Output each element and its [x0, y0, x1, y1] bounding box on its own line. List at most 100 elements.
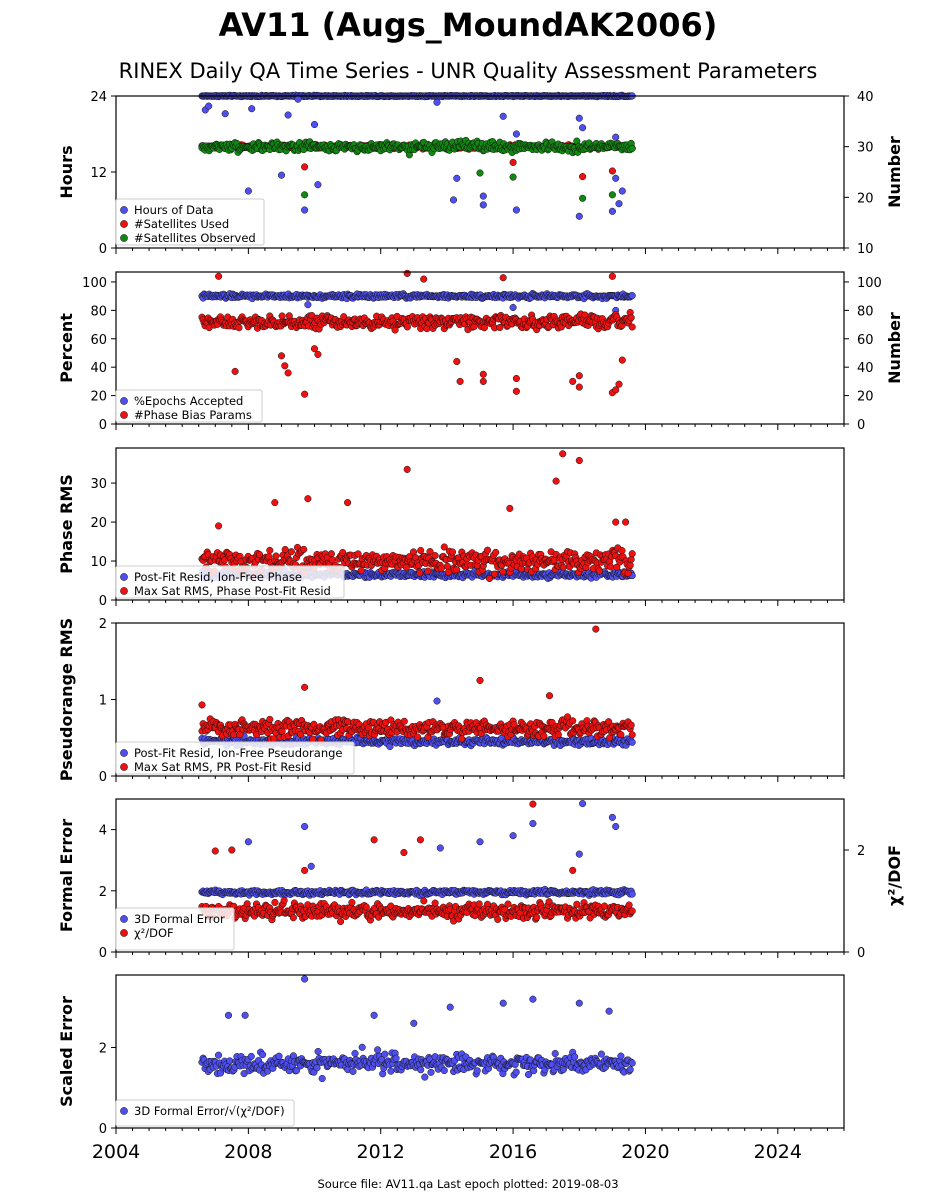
data-point	[569, 717, 577, 725]
outlier-point	[612, 822, 620, 831]
outlier-point	[304, 301, 312, 309]
outlier-point	[301, 822, 309, 831]
outlier-point	[314, 181, 322, 189]
y-tick-label: 40	[90, 361, 107, 376]
y-tick-label: 20	[90, 390, 107, 405]
outlier-point	[592, 625, 600, 633]
legend-label: #Phase Bias Params	[134, 408, 252, 422]
data-point	[624, 569, 632, 577]
outlier-point	[579, 800, 587, 808]
outlier-point	[499, 112, 507, 120]
outlier-point	[403, 465, 411, 473]
series-1-3	[198, 136, 636, 202]
outlier-point	[612, 518, 620, 526]
data-point	[559, 563, 567, 571]
data-point	[628, 731, 636, 739]
data-point	[499, 568, 507, 576]
outlier-point	[314, 350, 322, 358]
outlier-point	[575, 850, 583, 858]
outlier-point	[615, 200, 623, 208]
data-point	[625, 901, 633, 909]
outlier-point	[301, 866, 309, 874]
outlier-point	[506, 504, 514, 512]
outlier-point	[277, 352, 286, 360]
data-point	[458, 735, 466, 743]
data-point	[230, 731, 238, 739]
outlier-point	[211, 847, 219, 855]
outlier-point	[575, 383, 583, 391]
data-point	[628, 907, 636, 915]
figure-title: AV11 (Augs_MoundAK2006)	[219, 6, 718, 44]
legend-label: Hours of Data	[134, 203, 214, 217]
outlier-point	[608, 813, 616, 821]
data-point	[618, 547, 626, 555]
data-point	[337, 917, 345, 926]
data-point	[400, 717, 408, 725]
data-point	[420, 897, 428, 905]
series-2-2	[198, 269, 636, 398]
series-3-2	[198, 450, 636, 583]
outlier-point	[456, 377, 464, 385]
outlier-point	[228, 846, 236, 854]
outlier-point	[499, 274, 507, 282]
figure-subtitle: RINEX Daily QA Time Series - UNR Quality…	[119, 59, 818, 83]
outlier-point	[618, 356, 626, 364]
outlier-point	[284, 111, 292, 119]
outlier-point	[479, 377, 487, 385]
data-point	[533, 913, 541, 921]
data-point	[504, 900, 512, 908]
outlier-point	[301, 390, 309, 398]
data-point	[627, 314, 635, 322]
y-tick-right-label: 40	[857, 90, 874, 105]
outlier-point	[529, 819, 537, 828]
outlier-point	[575, 456, 583, 465]
legend-marker	[120, 206, 128, 214]
outlier-point	[453, 357, 461, 366]
outlier-point	[215, 272, 223, 280]
outlier-point	[575, 114, 583, 122]
outlier-point	[512, 387, 520, 395]
data-point	[628, 323, 636, 331]
data-point	[287, 548, 295, 556]
y-tick-label: 12	[90, 166, 107, 181]
outlier-point	[608, 272, 616, 280]
data-point	[453, 566, 461, 574]
legend-label: Max Sat RMS, PR Post-Fit Resid	[134, 760, 311, 774]
outlier-point	[579, 194, 587, 202]
legend-marker	[120, 220, 128, 228]
outlier-point	[575, 212, 583, 220]
outlier-point	[304, 495, 312, 503]
outlier-point	[615, 380, 623, 388]
data-point	[443, 562, 451, 570]
outlier-point	[479, 201, 487, 209]
y-tick-right-label: 100	[857, 276, 882, 291]
legend-marker	[120, 587, 128, 595]
data-point	[626, 561, 634, 569]
data-point	[431, 552, 439, 560]
outlier-point	[512, 206, 520, 214]
y-tick-label: 20	[90, 516, 107, 531]
outlier-point	[509, 303, 517, 312]
outlier-point	[569, 377, 577, 385]
outlier-point	[476, 169, 484, 177]
data-point	[595, 567, 603, 575]
outlier-point	[221, 110, 229, 118]
y-tick-label: 60	[90, 333, 107, 348]
data-point	[492, 548, 500, 556]
outlier-point	[479, 192, 487, 200]
y-tick-right-label: 40	[857, 361, 874, 376]
outlier-point	[579, 173, 587, 181]
data-point	[278, 312, 286, 320]
y-axis-label-right: Number	[885, 136, 904, 208]
data-point	[627, 721, 635, 729]
data-point	[628, 890, 636, 898]
legend-marker	[120, 411, 128, 419]
outlier-point	[215, 522, 223, 530]
legend-label: Post-Fit Resid, Ion-Free Pseudorange	[134, 746, 342, 760]
outlier-point	[307, 862, 315, 870]
data-point	[475, 900, 483, 908]
data-point	[280, 896, 288, 904]
data-point	[416, 569, 424, 577]
